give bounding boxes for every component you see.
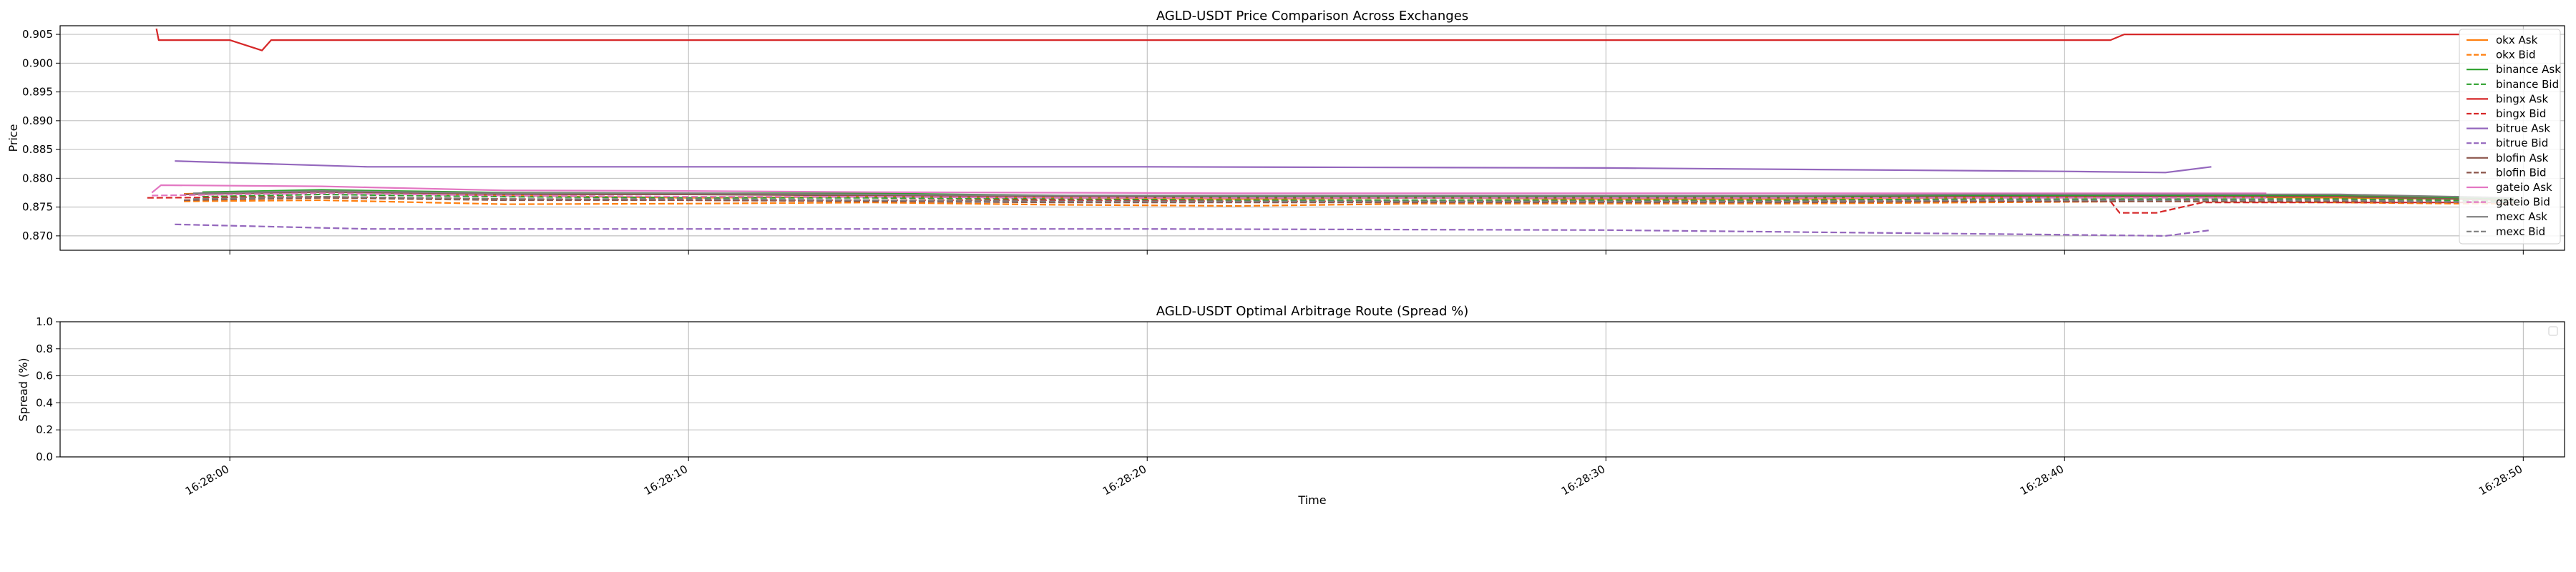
spread-chart-y-ticks: 0.0 0.2 0.4 0.6 0.8 1.0 bbox=[36, 315, 60, 463]
legend-label: bingx Bid bbox=[2496, 107, 2546, 120]
spread-chart-y-tick-label: 0.6 bbox=[36, 370, 53, 383]
spread-chart-frame bbox=[59, 321, 2565, 458]
legend-label: blofin Ask bbox=[2496, 152, 2549, 164]
legend-label: okx Bid bbox=[2496, 49, 2536, 61]
series-line-mexc-bid bbox=[192, 196, 2514, 204]
legend-label: gateio Ask bbox=[2496, 181, 2552, 194]
spread-chart-y-tick-label: 0.8 bbox=[36, 342, 53, 355]
legend-label: mexc Bid bbox=[2496, 225, 2545, 238]
spread-chart-y-tick-label: 1.0 bbox=[36, 315, 53, 328]
price-chart-y-tick-label: 0.875 bbox=[22, 201, 53, 214]
legend-label: bingx Ask bbox=[2496, 92, 2548, 105]
legend-label: okx Ask bbox=[2496, 34, 2538, 46]
price-chart-y-tick-label: 0.870 bbox=[22, 230, 53, 242]
price-chart-y-tick-label: 0.900 bbox=[22, 56, 53, 69]
spread-chart-x-tick-label: 16:28:40 bbox=[2018, 463, 2066, 498]
series-line-blofin-bid bbox=[184, 197, 2514, 204]
series-line-mexc-ask bbox=[192, 190, 2514, 199]
spread-chart-x-tick-label: 16:28:00 bbox=[183, 463, 231, 498]
spread-chart-x-axis-label: Time bbox=[1297, 493, 1326, 507]
legend-label: blofin Bid bbox=[2496, 166, 2547, 179]
price-chart-y-tick-label: 0.905 bbox=[22, 28, 53, 41]
spread-chart-title: AGLD-USDT Optimal Arbitrage Route (Sprea… bbox=[1156, 304, 1469, 319]
price-chart-y-ticks: 0.870 0.875 0.880 0.885 0.890 0.895 0.900 0.905 bbox=[22, 28, 60, 242]
price-chart-gridlines bbox=[60, 26, 2565, 250]
series-line-bitrue-ask bbox=[175, 160, 2212, 174]
spread-legend-box bbox=[2548, 326, 2558, 336]
series-line-gateio-ask bbox=[151, 184, 2267, 194]
legend-label: bitrue Bid bbox=[2496, 137, 2548, 149]
spread-chart: AGLD-USDT Optimal Arbitrage Route (Sprea… bbox=[16, 304, 2565, 507]
spread-chart-x-tick-label: 16:28:10 bbox=[642, 463, 690, 498]
price-chart-y-tick-label: 0.895 bbox=[22, 86, 53, 99]
legend-box bbox=[2459, 29, 2561, 245]
series-line-bingx-ask bbox=[155, 28, 2459, 51]
price-chart: AGLD-USDT Price Comparison Across Exchan… bbox=[6, 9, 2565, 255]
spread-chart-y-tick-label: 0.2 bbox=[36, 423, 53, 436]
spread-chart-x-tick-label: 16:28:50 bbox=[2477, 463, 2524, 498]
series-line-bitrue-bid bbox=[175, 223, 2212, 237]
price-chart-x-ticks bbox=[229, 250, 2524, 255]
price-chart-series bbox=[147, 28, 2514, 237]
price-chart-frame bbox=[59, 25, 2565, 251]
series-line-blofin-ask bbox=[184, 191, 2514, 202]
price-chart-y-tick-label: 0.885 bbox=[22, 143, 53, 156]
price-chart-title: AGLD-USDT Price Comparison Across Exchan… bbox=[1156, 9, 1468, 24]
legend-label: binance Bid bbox=[2496, 78, 2559, 91]
series-line-binance-bid bbox=[202, 193, 2514, 202]
legend-label: mexc Ask bbox=[2496, 210, 2547, 223]
price-chart-y-axis-label: Price bbox=[6, 124, 20, 152]
legend-label: binance Ask bbox=[2496, 63, 2561, 76]
price-chart-y-tick-label: 0.880 bbox=[22, 172, 53, 184]
spread-chart-gridlines bbox=[60, 321, 2565, 458]
legend-label: bitrue Ask bbox=[2496, 122, 2550, 135]
spread-chart-x-ticks: 16:28:00 16:28:10 16:28:20 16:28:30 16:28:40… bbox=[183, 457, 2524, 498]
price-chart-y-tick-label: 0.890 bbox=[22, 114, 53, 127]
legend-label: gateio Bid bbox=[2496, 196, 2550, 209]
spread-chart-x-tick-label: 16:28:20 bbox=[1101, 463, 1148, 498]
spread-chart-y-tick-label: 0.4 bbox=[36, 396, 53, 409]
spread-chart-x-tick-label: 16:28:30 bbox=[1559, 463, 1607, 498]
spread-chart-y-axis-label: Spread (%) bbox=[16, 358, 30, 421]
spread-chart-y-tick-label: 0.0 bbox=[36, 450, 53, 463]
